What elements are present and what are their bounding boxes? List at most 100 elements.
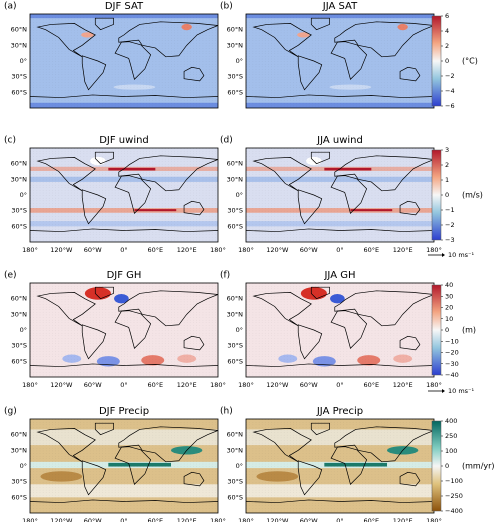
lon-label: 60°E: [364, 381, 380, 389]
lat-label: 60°N: [11, 26, 28, 34]
lat-label: 30°S: [227, 207, 243, 215]
colorbar-tick-label: 0: [445, 462, 449, 470]
lon-label: 120°W: [266, 381, 289, 389]
stippling: [246, 283, 434, 377]
lon-label: 60°E: [364, 517, 380, 522]
lon-label: 180°: [22, 517, 38, 522]
lon-label: 60°E: [364, 246, 380, 254]
lat-label: 30°S: [227, 478, 243, 486]
lat-label: 60°S: [11, 493, 27, 501]
lat-label: 30°S: [227, 73, 243, 81]
lat-label: 0°: [236, 191, 243, 199]
colorbar-tick-label: −20: [445, 349, 459, 357]
panel-title: JJA uwind: [316, 135, 363, 146]
colorbar-tick-label: 100: [445, 447, 457, 455]
lon-label: 180°: [22, 246, 38, 254]
colorbar-tick-label: −4: [445, 87, 455, 95]
lat-label: 30°N: [11, 446, 28, 454]
map: [30, 419, 218, 513]
lon-label: 120°E: [177, 381, 197, 389]
lat-label: 30°S: [11, 342, 27, 350]
lat-label: 60°S: [227, 357, 243, 365]
panel-label: (d): [220, 136, 233, 146]
lat-label: 30°N: [227, 446, 244, 454]
lon-label: 120°W: [50, 246, 73, 254]
colorbar-tick-label: 0: [445, 191, 449, 199]
lon-label: 120°E: [177, 246, 197, 254]
lon-label: 180°: [210, 517, 226, 522]
stippling: [246, 419, 434, 513]
lon-label: 180°: [426, 246, 442, 254]
colorbar-tick-label: 4: [445, 27, 449, 35]
colorbar-unit: (m): [462, 326, 476, 335]
colorbar-tick-label: 6: [445, 12, 449, 20]
colorbar: [431, 420, 442, 512]
lat-label: 60°N: [11, 295, 28, 303]
lat-label: 0°: [20, 191, 27, 199]
panel-title: DJF Precip: [99, 406, 149, 417]
lon-label: 180°: [238, 246, 254, 254]
map-frame: [29, 13, 219, 109]
colorbar-tick-label: −3: [445, 236, 455, 244]
lon-label: 0°: [336, 381, 343, 389]
lon-label: 60°W: [84, 246, 103, 254]
lat-label: 60°S: [11, 357, 27, 365]
lon-label: 0°: [120, 381, 127, 389]
lat-label: 30°N: [227, 175, 244, 183]
lat-label: 30°N: [11, 310, 28, 318]
colorbar-tick-label: −1: [445, 206, 455, 214]
panel-label: (c): [4, 136, 16, 146]
colorbar-tick-label: 30: [445, 292, 453, 300]
lat-label: 60°N: [227, 295, 244, 303]
lat-label: 30°S: [227, 342, 243, 350]
colorbar-tick-label: −400: [445, 507, 463, 515]
stippling: [30, 14, 218, 108]
lon-label: 120°E: [393, 381, 413, 389]
colorbar-tick-label: −2: [445, 72, 455, 80]
panel-label: (a): [4, 2, 17, 12]
colorbar-unit: (°C): [462, 57, 478, 66]
lat-label: 0°: [20, 462, 27, 470]
panel-label: (b): [220, 2, 233, 12]
map: [246, 283, 434, 377]
lon-label: 180°: [238, 381, 254, 389]
colorbar: [431, 284, 442, 376]
map-frame: [29, 282, 219, 378]
lon-label: 180°: [210, 246, 226, 254]
lon-label: 120°E: [393, 517, 413, 522]
lat-label: 30°N: [11, 41, 28, 49]
lon-label: 60°W: [84, 381, 103, 389]
colorbar-tick-label: 2: [445, 161, 449, 169]
lat-label: 0°: [20, 326, 27, 334]
lat-label: 30°N: [227, 310, 244, 318]
lat-label: 60°S: [11, 222, 27, 230]
panel-label: (f): [220, 271, 230, 281]
map: [246, 419, 434, 513]
lat-label: 30°S: [11, 73, 27, 81]
colorbar-tick-label: −6: [445, 102, 455, 110]
arrow-head: [442, 253, 445, 257]
lat-label: 30°N: [227, 41, 244, 49]
colorbar-tick-label: 250: [445, 432, 457, 440]
stippling: [246, 148, 434, 242]
stippling: [30, 283, 218, 377]
lat-label: 30°S: [11, 478, 27, 486]
lon-label: 60°E: [148, 246, 164, 254]
colorbar-tick-label: −30: [445, 360, 459, 368]
reference-arrow-label: 10 ms⁻¹: [448, 387, 474, 395]
lon-label: 60°W: [300, 246, 319, 254]
lat-label: 0°: [236, 462, 243, 470]
stippling: [246, 14, 434, 108]
panel-label: (h): [220, 407, 233, 417]
lat-label: 60°N: [11, 160, 28, 168]
lon-label: 60°W: [300, 381, 319, 389]
colorbar-tick-label: −2: [445, 221, 455, 229]
colorbar-tick-label: 0: [445, 57, 449, 65]
colorbar-unit: (m/s): [462, 191, 483, 200]
lat-label: 60°S: [11, 88, 27, 96]
map-frame: [29, 147, 219, 243]
panel-title: JJA Precip: [316, 406, 363, 417]
lon-label: 60°W: [84, 517, 103, 522]
map: [246, 148, 434, 242]
